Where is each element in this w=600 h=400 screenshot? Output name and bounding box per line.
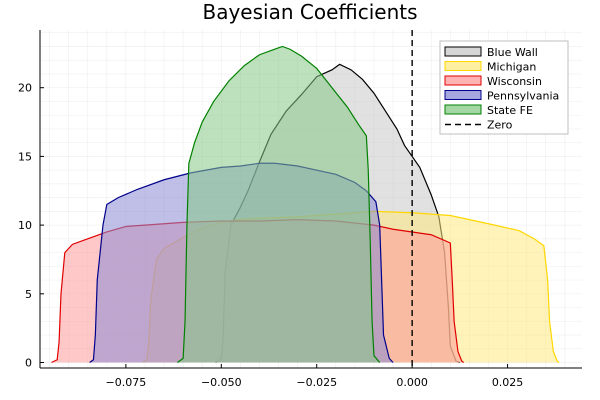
y-tick-label: 5	[25, 288, 32, 301]
area-fill-state-fe	[177, 46, 380, 363]
y-tick-label: 0	[25, 357, 32, 370]
legend-label-blue-wall: Blue Wall	[487, 46, 538, 59]
x-tick-label: 0.025	[492, 376, 524, 389]
legend-swatch-wisconsin	[444, 75, 482, 86]
legend-swatch-pennsylvania	[444, 90, 482, 100]
chart-title: Bayesian Coefficients	[202, 0, 417, 24]
area-line-state-fe	[177, 45, 381, 363]
legend-swatch-michigan	[444, 61, 482, 71]
x-tick-label: 0.000	[396, 376, 428, 389]
x-tick-label: −0.025	[296, 376, 337, 389]
legend-swatch-blue-wall	[444, 46, 482, 57]
legend-label-pennsylvania: Pennsylvania	[487, 90, 559, 103]
legend-swatch-state-fe	[444, 104, 482, 115]
legend-label-wisconsin: Wisconsin	[487, 75, 542, 88]
y-tick-label: 10	[18, 219, 32, 232]
x-tick-label: −0.075	[106, 376, 147, 389]
legend-label-michigan: Michigan	[487, 61, 536, 74]
y-tick-label: 20	[18, 82, 32, 95]
legend-label-state-fe: State FE	[487, 104, 533, 117]
axes: −0.075 −0.050 −0.025 0.000 0.025 0 5 10 15 20	[18, 30, 582, 389]
legend-label-zero: Zero	[487, 119, 513, 132]
y-tick-label: 15	[18, 150, 32, 163]
x-tick-label: −0.050	[201, 376, 242, 389]
density-areas	[51, 45, 560, 364]
